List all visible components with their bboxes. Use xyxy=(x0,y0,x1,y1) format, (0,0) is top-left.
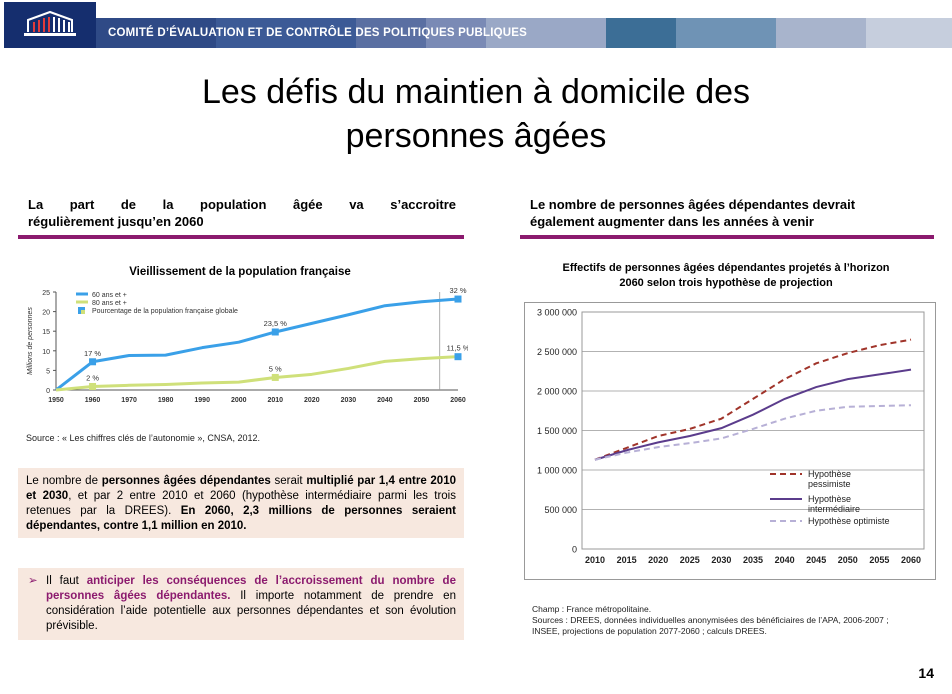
recommendation-box: ➢ Il faut anticiper les conséquences de … xyxy=(18,568,464,640)
x-tick-label: 2055 xyxy=(869,555,889,565)
x-tick-label: 2035 xyxy=(743,555,763,565)
right-heading: Le nombre de personnes âgées dépendantes… xyxy=(530,196,930,230)
band-segment xyxy=(776,18,866,48)
band-segment xyxy=(486,18,606,48)
left-chart-title: Vieillissement de la population français… xyxy=(129,266,351,278)
population-aging-chart: 0 5 10 15 20 25 1950 1960 1970 1980 1990 2000 2010 20… xyxy=(27,286,468,404)
y-tick-label: 2 500 000 xyxy=(537,347,577,357)
y-axis-label: Millions de personnes xyxy=(27,307,34,375)
x-tick-label: 1950 xyxy=(48,397,64,404)
y-tick-label: 5 xyxy=(46,368,50,375)
legend-label: 80 ans et + xyxy=(92,300,127,307)
page-number: 14 xyxy=(918,665,934,681)
dependency-summary-box: Le nombre de personnes âgées dépendantes… xyxy=(18,468,464,538)
band-segment xyxy=(676,18,776,48)
y-tick-label: 1 500 000 xyxy=(537,426,577,436)
x-tick-label: 1970 xyxy=(121,397,137,404)
header-color-band xyxy=(96,18,952,48)
data-label: 11,5 % xyxy=(447,344,468,353)
band-segment xyxy=(216,18,356,48)
data-label: 23,5 % xyxy=(264,319,288,328)
assembly-logo xyxy=(4,2,96,48)
bullet-arrow-icon: ➢ xyxy=(28,575,38,587)
x-tick-label: 2000 xyxy=(231,397,247,404)
x-tick-label: 2060 xyxy=(450,397,466,404)
x-tick-label: 2010 xyxy=(267,397,283,404)
projection-line-2 xyxy=(594,368,912,461)
slide-title-line-2: personnes âgées xyxy=(345,117,607,155)
left-heading-rule xyxy=(18,235,464,239)
data-marker xyxy=(454,353,462,361)
y-tick-label: 10 xyxy=(42,349,50,356)
data-label: 32 % xyxy=(449,286,466,295)
y-tick-label: 500 000 xyxy=(544,505,577,515)
right-chart-title: Effectifs de personnes âgées dépendantes… xyxy=(562,262,890,289)
right-notes: Champ : France métropolitaine. Sources :… xyxy=(532,604,889,637)
band-segment xyxy=(426,18,486,48)
band-segment xyxy=(866,18,952,48)
x-tick-label: 2010 xyxy=(585,555,605,565)
y-tick-label: 15 xyxy=(42,329,50,336)
data-marker xyxy=(271,373,279,381)
right-heading-rule xyxy=(520,235,934,239)
left-heading: La part de la population âgée va s’accro… xyxy=(28,196,456,230)
band-segment xyxy=(356,18,426,48)
data-label: 5 % xyxy=(269,364,282,373)
series-line-1 xyxy=(55,297,459,392)
band-segment xyxy=(96,18,216,48)
left-heading-line-1: La part de la population âgée va s’accro… xyxy=(28,197,456,212)
y-tick-label: 25 xyxy=(42,290,50,297)
data-marker xyxy=(454,295,462,303)
x-tick-label: 2040 xyxy=(775,555,795,565)
y-tick-label: 0 xyxy=(46,388,50,395)
x-tick-label: 1990 xyxy=(194,397,210,404)
dependent-elderly-projection-chart: 0 500 000 1 000 000 1 500 000 2 000 000 2 500… xyxy=(524,302,936,580)
x-tick-label: 2040 xyxy=(377,397,393,404)
legend-label: 60 ans et + xyxy=(92,292,127,299)
y-tick-label: 20 xyxy=(42,310,50,317)
y-tick-label: 0 xyxy=(572,545,577,555)
data-marker xyxy=(271,328,279,336)
slide-title: Les défis du maintien à domicile des per… xyxy=(60,70,892,158)
x-tick-label: 2015 xyxy=(617,555,637,565)
x-tick-label: 2020 xyxy=(648,555,668,565)
projection-line-1 xyxy=(594,338,912,461)
right-heading-line-2: également augmenter dans les années à ve… xyxy=(530,214,814,229)
right-note-line-3: INSEE, projections de population 2077-20… xyxy=(532,626,767,636)
y-tick-label: 1 000 000 xyxy=(537,466,577,476)
x-tick-label: 2030 xyxy=(341,397,357,404)
x-tick-label: 2060 xyxy=(901,555,921,565)
left-source: Source : « Les chiffres clés de l’autono… xyxy=(26,433,260,443)
header-title: COMITÉ D’ÉVALUATION ET DE CONTRÔLE DES P… xyxy=(108,27,528,39)
right-note-line-2: Sources : DREES, données individuelles a… xyxy=(532,615,889,625)
legend-label: Hypothèse intermédiaire xyxy=(808,494,860,514)
left-heading-line-2: régulièrement jusqu’en 2060 xyxy=(28,214,204,229)
data-marker xyxy=(89,382,97,390)
x-tick-label: 2025 xyxy=(680,555,700,565)
y-tick-label: 2 000 000 xyxy=(537,387,577,397)
x-tick-label: 2045 xyxy=(806,555,826,565)
legend-label: Hypothèse pessimiste xyxy=(808,469,851,489)
x-tick-label: 1960 xyxy=(85,397,101,404)
x-tick-label: 2020 xyxy=(304,397,320,404)
y-tick-label: 3 000 000 xyxy=(537,308,577,318)
x-tick-label: 1980 xyxy=(158,397,174,404)
right-heading-line-1: Le nombre de personnes âgées dépendantes… xyxy=(530,197,856,212)
legend-marker xyxy=(81,310,85,314)
data-label: 2 % xyxy=(86,373,99,382)
series-line-2 xyxy=(55,355,459,392)
right-note-line-1: Champ : France métropolitaine. xyxy=(532,604,652,614)
legend-label: Hypothèse optimiste xyxy=(808,516,890,526)
x-tick-label: 2050 xyxy=(838,555,858,565)
x-tick-label: 2030 xyxy=(711,555,731,565)
legend-label: Pourcentage de la population française g… xyxy=(92,308,238,315)
data-marker xyxy=(89,358,97,366)
projection-line-3 xyxy=(594,404,912,461)
data-label: 17 % xyxy=(84,349,101,358)
x-tick-label: 2050 xyxy=(414,397,430,404)
band-segment xyxy=(606,18,676,48)
hemicycle-icon xyxy=(4,2,96,48)
slide-title-line-1: Les défis du maintien à domicile des xyxy=(201,73,751,111)
